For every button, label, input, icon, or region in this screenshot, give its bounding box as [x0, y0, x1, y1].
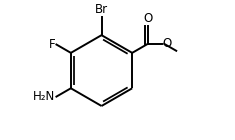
Text: Br: Br	[95, 3, 108, 16]
Text: F: F	[49, 38, 55, 51]
Text: O: O	[162, 37, 172, 50]
Text: O: O	[143, 12, 153, 25]
Text: H₂N: H₂N	[33, 90, 56, 103]
